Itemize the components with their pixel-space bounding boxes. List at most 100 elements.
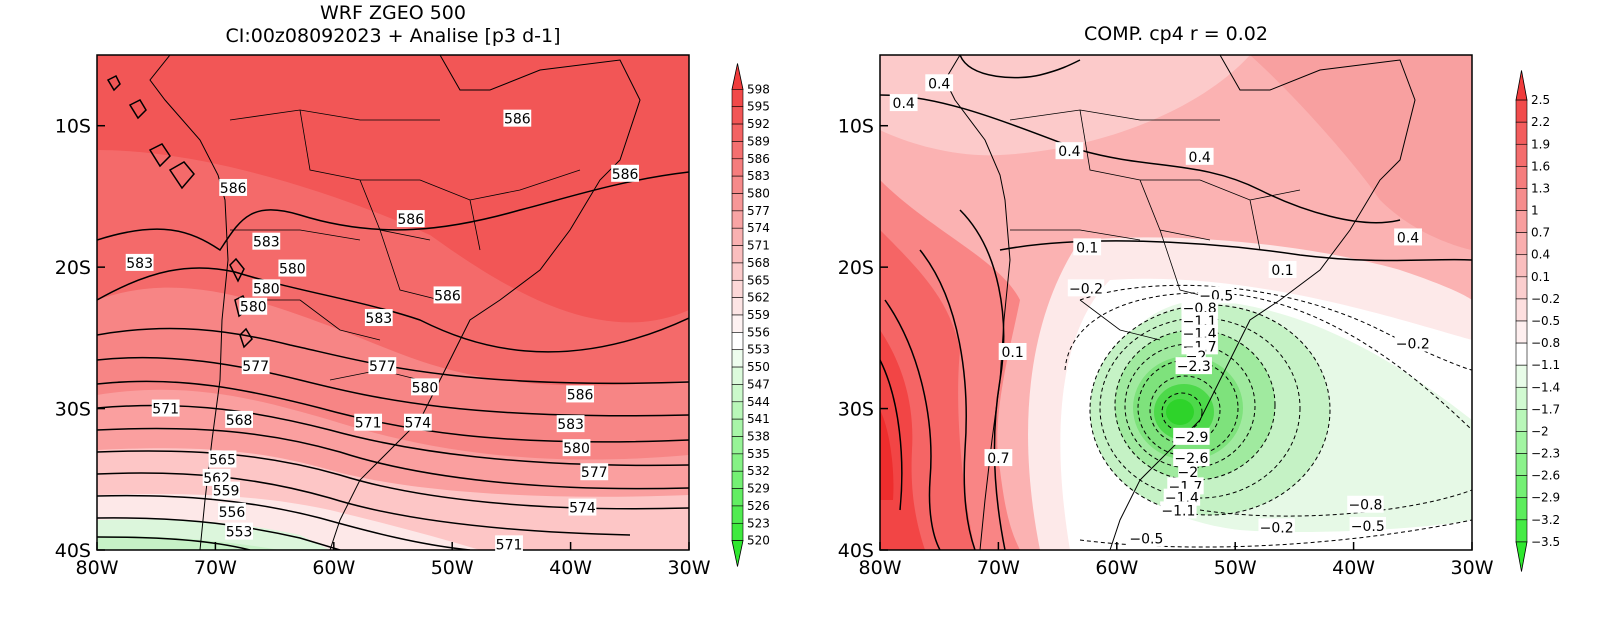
colorbar-segment bbox=[1515, 210, 1528, 233]
x-tick-label: 80W bbox=[859, 557, 902, 579]
contour-label-bg bbox=[1175, 357, 1212, 375]
colorbar-label: 556 bbox=[747, 325, 770, 339]
contour-label-bg bbox=[1268, 260, 1297, 278]
contour-label-bg bbox=[252, 279, 281, 297]
contour-label-text: 577 bbox=[581, 465, 608, 481]
y-tick-label: 20S bbox=[55, 257, 91, 279]
colorbar-label: −3.2 bbox=[1531, 513, 1560, 527]
contour-label: 586 bbox=[611, 164, 639, 183]
contour-label: 556 bbox=[218, 502, 246, 521]
contour-label-text: −0.5 bbox=[1129, 532, 1163, 548]
contour-label-text: 571 bbox=[152, 402, 179, 418]
colorbar-segment bbox=[731, 193, 744, 212]
contour-label-bg bbox=[208, 450, 237, 468]
contour-label-bg bbox=[241, 357, 270, 375]
left-map-frame bbox=[96, 54, 690, 551]
colorbar-segment bbox=[731, 175, 744, 194]
contour-label: −2.9 bbox=[1173, 427, 1210, 446]
colorbar-segment bbox=[731, 89, 744, 108]
contour-label-bg bbox=[1073, 238, 1102, 256]
contour-label: 586 bbox=[219, 178, 248, 197]
colorbar-label: 562 bbox=[747, 291, 770, 305]
colorbar-label: 1.9 bbox=[1531, 137, 1550, 151]
right-x-axis: 80W 70W 60W 50W 40W 30W bbox=[859, 542, 1494, 579]
right-y-axis: 10S 20S 30S 40S bbox=[838, 116, 888, 562]
colorbar-label: 589 bbox=[747, 134, 770, 148]
contour-label-bg bbox=[580, 463, 609, 481]
left-panel-title: WRF ZGEO 500 bbox=[320, 2, 466, 24]
contour-label-bg bbox=[568, 498, 597, 516]
colorbar-label: 595 bbox=[747, 100, 770, 114]
contour-label-bg bbox=[396, 210, 425, 228]
colorbar-segment bbox=[1515, 519, 1528, 543]
contour-label-text: 580 bbox=[412, 380, 439, 396]
contour-label-text: 559 bbox=[213, 484, 240, 500]
colorbar-label: −1.1 bbox=[1531, 358, 1560, 372]
contour-label-text: 580 bbox=[563, 441, 590, 457]
colorbar-label: 0.7 bbox=[1531, 226, 1550, 240]
contour-label-text: 583 bbox=[557, 417, 584, 433]
contour-label: −2.6 bbox=[1173, 449, 1210, 467]
contour-label: 583 bbox=[252, 232, 281, 251]
contour-label: −0.2 bbox=[1067, 279, 1105, 297]
colorbar-label: 532 bbox=[747, 464, 770, 478]
colorbar-segment bbox=[731, 123, 744, 142]
colorbar-segment bbox=[1515, 497, 1528, 521]
y-tick-label: 20S bbox=[838, 257, 874, 279]
y-tick-label: 40S bbox=[838, 540, 874, 562]
colorbar-label: 571 bbox=[747, 239, 770, 253]
contour-label: 583 bbox=[125, 253, 154, 272]
colorbar-label: −2 bbox=[1531, 424, 1549, 438]
colorbar-segment bbox=[731, 522, 744, 541]
contour-label-bg bbox=[1178, 463, 1198, 481]
left-y-axis: 10S 20S 30S 40S bbox=[55, 116, 105, 562]
colorbar-top-triangle bbox=[731, 63, 744, 90]
contour-label-text: 0.1 bbox=[1001, 345, 1023, 361]
colorbar-label: 538 bbox=[747, 430, 770, 444]
colorbar-label: 580 bbox=[747, 187, 770, 201]
contour-label-bg bbox=[252, 232, 281, 250]
contour-label-text: 0.7 bbox=[987, 451, 1009, 467]
colorbar-segment bbox=[731, 141, 744, 160]
contour-label-bg bbox=[364, 309, 393, 327]
colorbar-label: −0.5 bbox=[1531, 314, 1560, 328]
colorbar-segment bbox=[731, 349, 744, 368]
contour-label: −0.5 bbox=[1349, 516, 1387, 535]
colorbar-segment bbox=[731, 158, 744, 177]
contour-label-text: 583 bbox=[253, 235, 280, 251]
x-tick-label: 30W bbox=[668, 557, 711, 579]
left-contour-labels: 586 586 586 586 583 583 580 580 580 586 583 577 577 5… bbox=[125, 109, 639, 553]
contour-label-bg bbox=[925, 74, 954, 92]
contour-label-text: 571 bbox=[496, 537, 523, 553]
y-tick-label: 10S bbox=[838, 116, 874, 138]
contour-label-bg bbox=[1067, 279, 1105, 297]
contour-label-bg bbox=[239, 297, 268, 315]
contour-label: 0.1 bbox=[1073, 238, 1102, 256]
x-tick-label: 50W bbox=[431, 557, 474, 579]
contour-label-bg bbox=[225, 522, 253, 540]
colorbar-segment bbox=[1515, 475, 1528, 499]
x-tick-label: 30W bbox=[1451, 557, 1494, 579]
contour-label-text: 0.4 bbox=[1189, 150, 1211, 166]
contour-label-bg bbox=[1160, 501, 1197, 519]
x-tick-label: 60W bbox=[1095, 557, 1138, 579]
colorbar-segment bbox=[1515, 121, 1528, 145]
colorbar-segment bbox=[731, 245, 744, 264]
contour-label-text: 574 bbox=[404, 416, 431, 432]
colorbar-segment bbox=[731, 297, 744, 316]
colorbar-label: 583 bbox=[747, 169, 770, 183]
contour-label-text: −2.9 bbox=[1174, 430, 1208, 446]
contour-label-bg bbox=[218, 502, 246, 520]
contour-label-text: −0.8 bbox=[1348, 498, 1382, 514]
colorbar-label: 565 bbox=[747, 273, 770, 287]
colorbar-label: 1.3 bbox=[1531, 181, 1550, 195]
colorbar-label: 0.4 bbox=[1531, 248, 1550, 262]
colorbar-segment bbox=[731, 401, 744, 420]
colorbar-label: −1.4 bbox=[1531, 380, 1560, 394]
contour-label-bg bbox=[562, 439, 591, 457]
contour-label-text: −0.5 bbox=[1351, 519, 1385, 535]
colorbar-bottom-triangle bbox=[1515, 541, 1528, 572]
colorbar-label: 2.2 bbox=[1531, 115, 1550, 129]
contour-label: 559 bbox=[212, 481, 240, 500]
colorbar-segment bbox=[731, 418, 744, 437]
